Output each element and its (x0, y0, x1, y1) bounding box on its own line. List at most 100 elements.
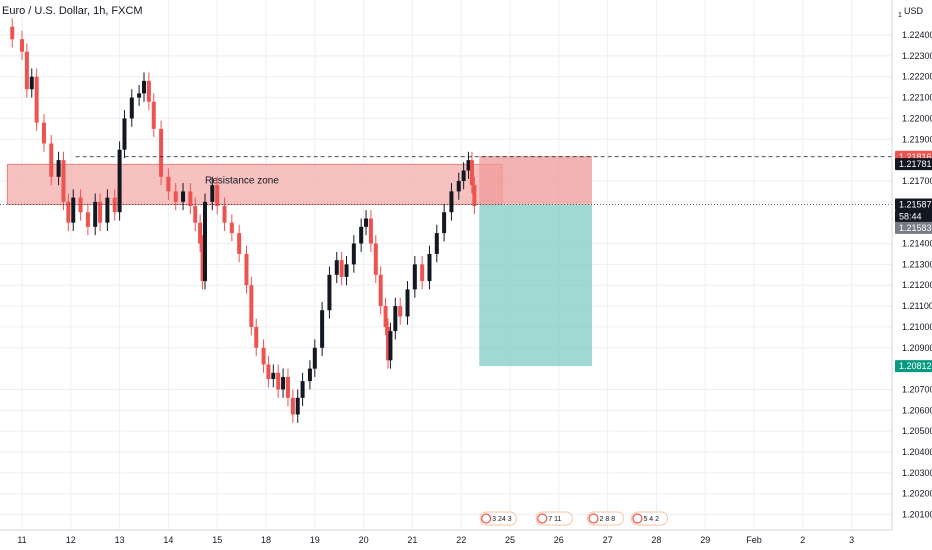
candle-body (351, 243, 356, 265)
candle-body (166, 176, 171, 192)
price-tag[interactable] (895, 360, 932, 373)
scale-marker: 1 (898, 12, 902, 19)
candle-body (181, 191, 186, 202)
price-tag-label: 1.21816 (899, 152, 932, 162)
price-tick-label: 1.20200 (902, 489, 932, 499)
candle-body (200, 243, 205, 282)
time-axis[interactable]: 11 12 13 14 15 18 19 20 21 22 25 26 27 28 29 Feb 2 3 (0, 529, 892, 545)
price-axis[interactable]: 1.22400 1.22300 1.22200 1.22100 1.22000 1.219… (891, 0, 932, 530)
price-tick-label: 1.21000 (902, 322, 932, 332)
price-tick-label: 1.21700 (902, 176, 932, 186)
candle-body (320, 310, 325, 348)
price-tick-label: 1.20700 (902, 384, 932, 394)
price-tag-label: 1.21583 (899, 223, 932, 233)
candle-body (266, 364, 271, 380)
time-tick-label: 26 (554, 535, 564, 545)
candle-body (290, 397, 295, 415)
price-tick-label: 1.20600 (902, 405, 932, 415)
economic-event-badge[interactable]: 5 4 2 (630, 511, 668, 526)
candle-body (334, 260, 339, 275)
candle-body (344, 264, 349, 277)
candle-body (469, 160, 474, 186)
reference-lines (0, 156, 892, 205)
time-tick-label: 21 (407, 535, 417, 545)
time-tick-label: 13 (115, 535, 125, 545)
time-tick-label: 11 (17, 535, 26, 545)
candle-body (456, 180, 461, 192)
price-tag[interactable] (895, 158, 932, 171)
candle-body (388, 331, 393, 361)
event-markers[interactable]: 3 24 3 7 11 2 8 8 5 4 2 (479, 511, 668, 526)
candle-body (210, 185, 215, 202)
resistance-zone-label: Resistance zone (205, 175, 279, 186)
price-tick-label: 1.22300 (902, 51, 932, 61)
price-tick-label: 1.20900 (902, 343, 932, 353)
candle-body (383, 306, 388, 327)
candle-body (173, 191, 178, 202)
time-tick-label: 2 (800, 535, 805, 545)
candle-body (193, 205, 198, 223)
price-tick-label: 1.21100 (902, 301, 932, 311)
candle-body (10, 26, 15, 40)
candle-body (237, 233, 242, 254)
economic-event-badge[interactable]: 2 8 8 (587, 511, 625, 526)
economic-event-badge[interactable]: 7 11 (535, 511, 573, 526)
candle-body (420, 264, 425, 282)
candle-body (244, 253, 249, 286)
price-tag-label: 1.21781 (899, 159, 932, 169)
price-tag[interactable] (895, 210, 932, 223)
price-tick-label: 1.22000 (902, 113, 932, 123)
short-position-tool[interactable] (479, 155, 592, 367)
candle-body (198, 222, 203, 244)
price-tag[interactable] (895, 198, 932, 211)
resistance-zone-box[interactable] (6, 163, 503, 205)
stop-loss-zone[interactable] (479, 155, 592, 205)
candle-body (41, 122, 46, 144)
candle-body (373, 243, 378, 275)
time-tick-label: 22 (456, 535, 466, 545)
time-tick-label: 19 (310, 535, 320, 545)
price-tick-label: 1.22100 (902, 93, 932, 103)
price-tick-label: 1.22200 (902, 72, 932, 82)
event-counts: 3 24 3 (492, 516, 512, 523)
grid (0, 0, 892, 530)
event-counts: 5 4 2 (643, 516, 659, 523)
candle-body (271, 372, 276, 380)
candle-body (159, 128, 164, 177)
resistance-zone[interactable]: Resistance zone (6, 163, 503, 205)
candle-body (472, 185, 477, 206)
candle-body (261, 347, 266, 365)
take-profit-zone[interactable] (479, 204, 592, 367)
time-tick-label: 20 (359, 535, 369, 545)
candle-body (222, 205, 227, 223)
candle-body (434, 233, 439, 254)
flag-icon (481, 513, 492, 524)
price-tag-label: 1.20812 (899, 361, 932, 371)
candle-body (386, 326, 390, 361)
candle-body (20, 39, 24, 52)
candle-body (229, 222, 234, 234)
candle-body (29, 76, 34, 90)
candle-body (398, 306, 403, 317)
candle-body (412, 264, 417, 290)
candles (10, 18, 477, 423)
candle-body (461, 170, 466, 181)
candle-body (151, 101, 156, 129)
candle-body (312, 347, 317, 369)
time-tick-label: 18 (261, 535, 271, 545)
candle-body (427, 253, 432, 282)
candle-body (249, 285, 254, 327)
flag-icon (632, 513, 643, 524)
economic-event-badge[interactable]: 3 24 3 (479, 511, 517, 526)
price-tag-label: 1.21587 (899, 200, 932, 210)
price-tag[interactable] (895, 221, 932, 234)
price-tick-label: 1.21900 (902, 134, 932, 144)
time-tick-label: 29 (700, 535, 710, 545)
candle-body (137, 93, 142, 98)
candle-body (307, 368, 312, 382)
time-tick-label: 27 (603, 535, 613, 545)
candle-body (98, 201, 103, 223)
candle-body (281, 376, 286, 390)
candle-body (442, 212, 447, 234)
